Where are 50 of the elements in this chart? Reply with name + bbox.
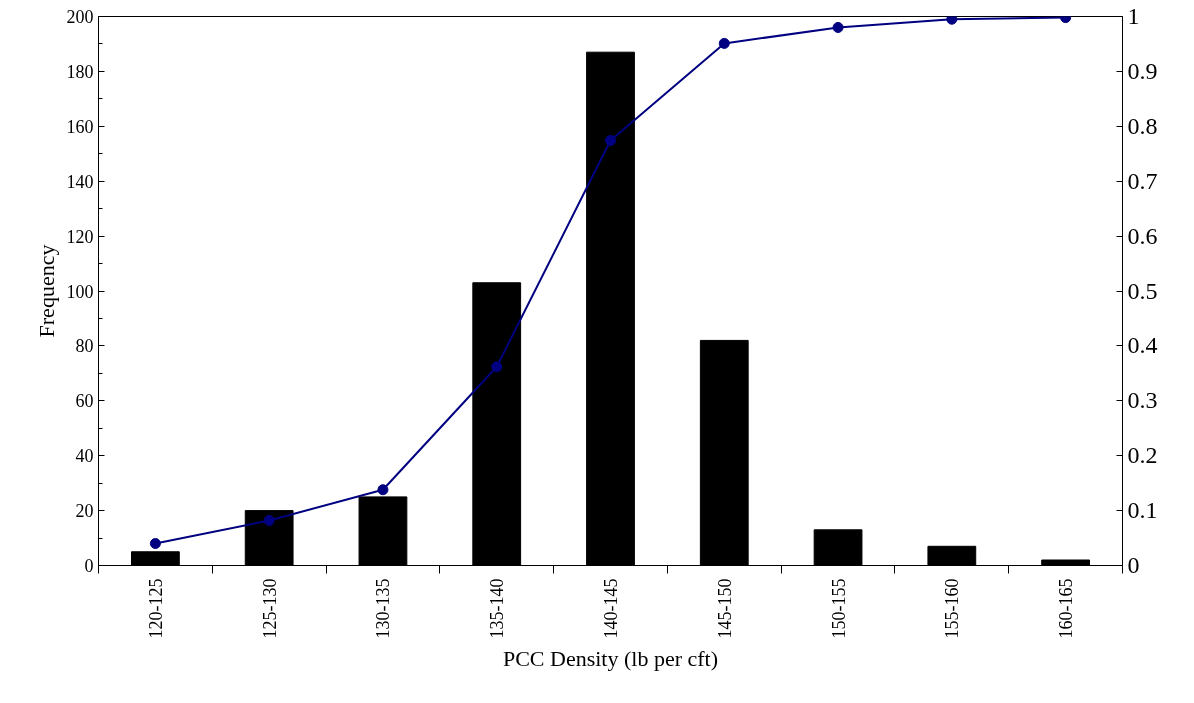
- y2-tick-label: 0.8: [1127, 112, 1158, 139]
- x-tick-label: 155-160: [942, 578, 963, 639]
- x-tick-label: 135-140: [487, 578, 508, 639]
- point: [491, 361, 503, 373]
- point: [832, 21, 844, 33]
- x-tick-label: 160-165: [1056, 578, 1077, 639]
- y2-tick-label: 0.3: [1127, 387, 1158, 414]
- point: [718, 37, 730, 49]
- x-tick-label: 150-155: [828, 578, 849, 639]
- y-tick-label: 140: [66, 171, 94, 192]
- bar: [813, 529, 863, 566]
- x-axis-title: PCC Density (lb per cft): [502, 646, 719, 672]
- y2-tick-label: 0.9: [1127, 57, 1158, 84]
- point: [263, 514, 275, 526]
- point: [149, 538, 161, 550]
- y2-tick-label: 0.7: [1127, 167, 1158, 194]
- y2-tick-label: 1: [1127, 3, 1140, 29]
- x-tick-label: 145-150: [714, 578, 735, 639]
- point: [605, 135, 616, 147]
- y-tick-label: 60: [75, 391, 94, 412]
- y-tick-label: 160: [66, 116, 94, 137]
- y2-tick-label: 0.5: [1127, 277, 1158, 304]
- bar: [927, 545, 977, 566]
- bar: [358, 496, 408, 566]
- bar: [699, 339, 749, 566]
- y-tick-label: 120: [66, 226, 94, 247]
- x-tick-label: 125-130: [259, 578, 280, 639]
- x-tick-label: 140-145: [601, 578, 621, 639]
- y-tick-label: 40: [75, 446, 94, 467]
- y2-tick-label: 0.1: [1127, 497, 1158, 524]
- y-axis-title: Frequency: [33, 244, 59, 338]
- x-tick-label: 130-135: [373, 578, 394, 639]
- y2-tick-label: 0: [1127, 552, 1140, 578]
- y-tick-label: 100: [66, 281, 94, 302]
- y-tick-label: 0: [84, 556, 94, 576]
- x-tick-label: 120-125: [145, 578, 166, 639]
- y2-tick-label: 0.4: [1127, 332, 1158, 359]
- bar: [586, 51, 635, 566]
- bar: [1041, 559, 1090, 566]
- y-tick-label: 200: [66, 7, 94, 27]
- point: [377, 484, 389, 496]
- y2-tick-label: 0.6: [1127, 222, 1158, 249]
- bar: [472, 282, 522, 566]
- y-tick-label: 180: [66, 61, 94, 82]
- bar: [244, 510, 294, 566]
- y-tick-label: 80: [75, 336, 94, 357]
- point: [946, 16, 958, 25]
- y-tick-label: 20: [75, 501, 94, 522]
- y2-tick-label: 0.2: [1127, 442, 1158, 469]
- bar: [131, 551, 180, 566]
